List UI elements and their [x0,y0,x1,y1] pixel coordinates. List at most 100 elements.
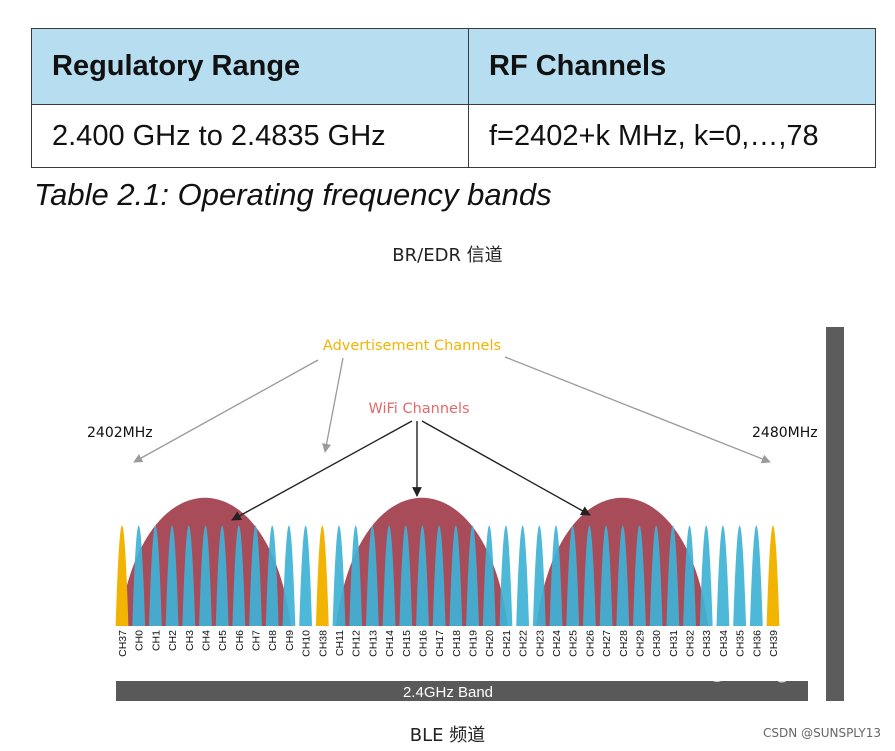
end-frequency-label: 2480MHz [752,425,818,441]
channel-ch14 [382,525,396,626]
channel-label-ch5: CH5 [217,630,229,651]
channel-label-ch31: CH31 [668,630,680,657]
channel-ch10 [299,525,313,626]
channel-ch26 [582,525,596,626]
channel-ch21 [499,525,513,626]
channel-ch4 [199,525,212,626]
channel-ch0 [132,525,146,626]
diagram-watermark-overlay: 知乎 @RFSight [655,659,813,684]
channel-ch30 [649,525,663,626]
channel-ch28 [616,525,630,626]
channel-ch11 [332,525,346,626]
channel-label-ch2: CH2 [167,630,179,651]
channel-label-ch3: CH3 [184,630,196,651]
channel-label-ch30: CH30 [651,630,663,657]
channel-label-ch9: CH9 [284,630,296,651]
channel-ch9 [282,525,296,626]
channel-ch22 [516,525,530,626]
header-rf-channels: RF Channels [468,28,876,105]
advert-arrow-ch38 [322,357,344,453]
channel-label-ch1: CH1 [150,630,162,651]
channel-ch19 [466,525,479,626]
channel-label-ch26: CH26 [584,630,596,657]
channel-ch36 [749,525,763,626]
channel-ch23 [532,525,546,626]
channel-label-ch36: CH36 [751,630,763,657]
channel-ch29 [633,525,646,626]
advert-arrow-ch39 [504,356,771,464]
channel-ch16 [416,525,429,626]
csdn-watermark: CSDN @SUNSPLY13 [763,726,881,740]
channel-ch32 [683,525,696,626]
channel-label-ch20: CH20 [484,630,496,657]
wifi-arrow-1 [231,420,413,521]
br-edr-caption: BR/EDR 信道 [392,245,503,266]
table-row: 2.400 GHz to 2.4835 GHz f=2402+k MHz, k=… [31,104,876,168]
cell-regulatory-range: 2.400 GHz to 2.4835 GHz [31,104,469,168]
start-frequency-label: 2402MHz [87,425,153,441]
channel-ch12 [349,525,363,626]
channel-label-ch12: CH12 [351,630,363,657]
channel-label-ch4: CH4 [200,630,212,651]
advertisement-channels-label: Advertisement Channels [323,338,501,354]
channel-label-ch34: CH34 [718,630,730,657]
channel-label-ch21: CH21 [501,630,513,657]
channel-label-ch22: CH22 [518,630,530,657]
channel-label-ch29: CH29 [634,630,646,657]
channel-label-ch27: CH27 [601,630,613,657]
channel-ch8 [265,525,279,626]
channel-label-ch18: CH18 [451,630,463,657]
channel-ch5 [215,525,229,626]
header-regulatory-range: Regulatory Range [31,28,469,105]
channel-ch31 [666,525,680,626]
wifi-channels-label: WiFi Channels [368,401,469,417]
ble-caption: BLE 频道 [409,725,486,746]
channel-label-ch13: CH13 [367,630,379,657]
channel-ch13 [365,525,379,626]
channel-label-ch33: CH33 [701,630,713,657]
channel-ch2 [165,525,179,626]
channel-label-ch0: CH0 [134,630,146,651]
channel-ch35 [733,525,747,626]
channel-label-ch23: CH23 [534,630,546,657]
channel-label-ch8: CH8 [267,630,279,651]
cell-rf-channels: f=2402+k MHz, k=0,…,78 [468,104,876,168]
channel-ch6 [232,525,246,626]
channel-ch18 [449,525,463,626]
channel-label-ch7: CH7 [251,630,263,651]
wifi-arrows [231,420,591,521]
channel-label-ch14: CH14 [384,630,396,657]
advert-arrow-ch37 [133,359,319,463]
channel-ch7 [249,525,262,626]
channel-label-ch19: CH19 [468,630,480,657]
channel-ch3 [182,525,196,626]
channel-ch33 [699,525,713,626]
table-caption: Table 2.1: Operating frequency bands [34,177,552,212]
channel-label-ch28: CH28 [618,630,630,657]
channel-label-ch15: CH15 [401,630,413,657]
channel-ch27 [599,525,613,626]
side-bar [826,327,844,701]
advertisement-arrows [133,356,771,464]
band-bar [116,681,808,701]
channel-ch25 [566,525,580,626]
channel-label-ch25: CH25 [568,630,580,657]
channel-label-ch10: CH10 [301,630,313,657]
wifi-arrow-11 [421,420,591,516]
channel-label-ch17: CH17 [434,630,446,657]
channel-ch15 [399,525,413,626]
channel-label-ch38: CH38 [317,630,329,657]
channel-ch38 [315,525,329,626]
channel-label-ch24: CH24 [551,630,563,657]
channel-label-ch37: CH37 [117,630,129,657]
table-header-row: Regulatory Range RF Channels [31,28,876,105]
channel-ch37 [115,525,129,626]
channel-ch39 [766,525,780,626]
channel-label-ch32: CH32 [685,630,697,657]
band-label: 2.4GHz Band [403,684,493,701]
regulatory-table: Regulatory Range RF Channels 2.400 GHz t… [31,28,876,168]
channel-label-ch11: CH11 [334,630,346,656]
channel-label-ch6: CH6 [234,630,246,651]
channel-ch24 [549,525,563,626]
channel-label-ch16: CH16 [417,630,429,657]
